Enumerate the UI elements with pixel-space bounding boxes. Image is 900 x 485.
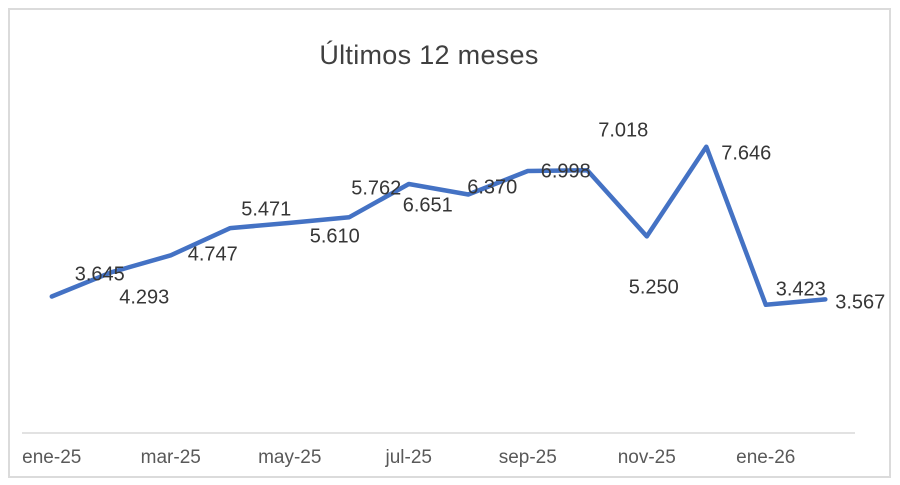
x-axis-tick-label: ene-26 [736,447,796,468]
x-axis-tick-label: nov-25 [617,447,676,468]
data-label: 5.610 [309,225,360,248]
data-label: 5.762 [351,177,402,200]
data-label: 7.018 [598,119,649,142]
chart-title: Últimos 12 meses [319,40,539,70]
x-axis-tick-label: may-25 [258,447,322,468]
data-label: 4.747 [187,243,238,266]
data-label: 3.645 [74,263,125,285]
x-axis-tick-label: ene-25 [22,447,82,468]
data-label: 3.423 [775,278,826,301]
data-label: 5.471 [241,198,292,221]
data-label: 4.293 [119,286,170,309]
series-trend-line [49,144,828,308]
x-axis-tick-label: jul-25 [385,447,432,468]
data-label: 7.646 [721,142,772,165]
data-label: 3.567 [835,291,886,314]
data-label: 5.250 [628,276,679,299]
data-label: 6.370 [467,176,518,199]
x-axis-tick-label: sep-25 [498,447,557,468]
data-label: 6.651 [402,194,453,217]
x-axis-tick-label: mar-25 [140,447,201,468]
data-label: 6.998 [540,160,591,183]
